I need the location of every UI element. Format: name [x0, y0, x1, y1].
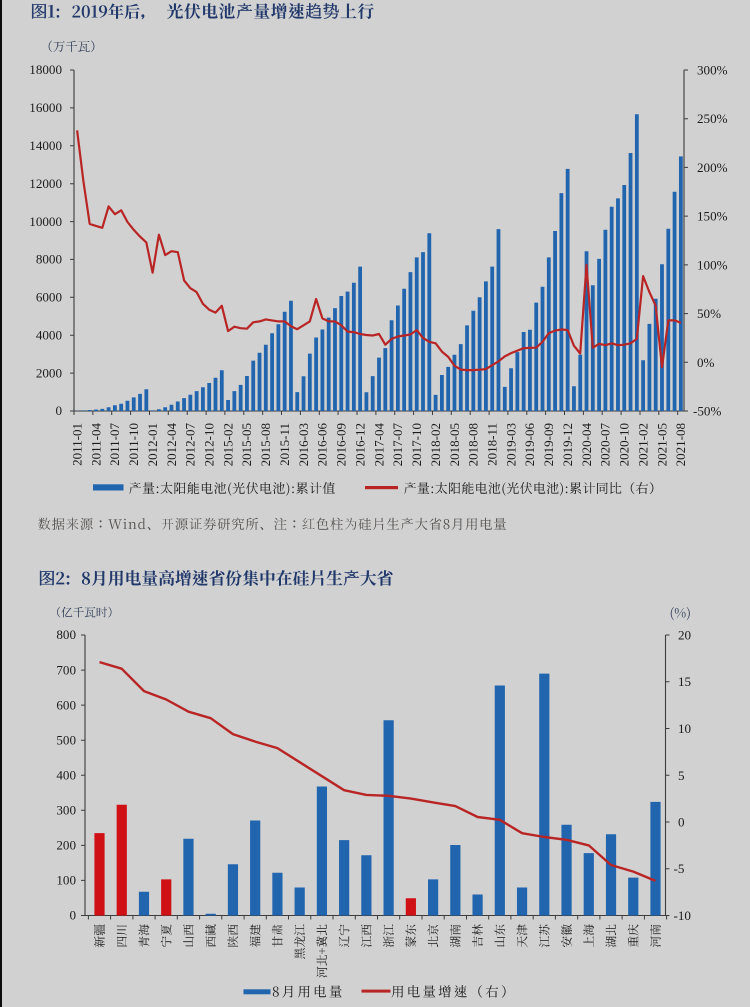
svg-text:2015-05: 2015-05 — [239, 423, 254, 466]
svg-text:2011-04: 2011-04 — [88, 423, 103, 466]
svg-text:0: 0 — [55, 403, 62, 418]
svg-text:5: 5 — [678, 768, 685, 783]
svg-text:14000: 14000 — [29, 138, 62, 153]
svg-text:0: 0 — [69, 908, 76, 923]
svg-text:2015-02: 2015-02 — [220, 423, 235, 466]
svg-text:-50%: -50% — [693, 404, 721, 419]
svg-text:2020-07: 2020-07 — [598, 423, 613, 467]
svg-text:2019-03: 2019-03 — [503, 423, 518, 466]
svg-text:250%: 250% — [697, 111, 728, 126]
svg-text:2019-12: 2019-12 — [560, 423, 575, 466]
svg-text:2012-07: 2012-07 — [183, 423, 198, 467]
svg-text:10000: 10000 — [29, 214, 62, 229]
svg-text:100%: 100% — [697, 257, 728, 272]
svg-text:10: 10 — [678, 721, 692, 736]
svg-text:2017-07: 2017-07 — [390, 423, 405, 467]
svg-text:2018-02: 2018-02 — [428, 423, 443, 466]
svg-text:4000: 4000 — [36, 327, 63, 342]
svg-text:2012-01: 2012-01 — [145, 423, 160, 466]
svg-text:800: 800 — [56, 627, 76, 642]
svg-text:12000: 12000 — [29, 176, 62, 191]
svg-text:700: 700 — [56, 662, 76, 677]
svg-text:50%: 50% — [697, 306, 721, 321]
svg-text:2021-08: 2021-08 — [673, 423, 688, 466]
svg-text:0%: 0% — [697, 355, 715, 370]
svg-text:2011-07: 2011-07 — [107, 423, 122, 466]
svg-text:2018-05: 2018-05 — [447, 423, 462, 466]
svg-text:300: 300 — [56, 803, 76, 818]
svg-text:2016-03: 2016-03 — [296, 423, 311, 466]
svg-text:200: 200 — [56, 838, 76, 853]
svg-text:2016-06: 2016-06 — [315, 423, 330, 467]
svg-text:2015-11: 2015-11 — [277, 423, 292, 466]
svg-text:0: 0 — [678, 815, 685, 830]
svg-text:16000: 16000 — [29, 100, 62, 115]
svg-text:2015-08: 2015-08 — [258, 423, 273, 466]
svg-text:150%: 150% — [697, 209, 728, 224]
svg-text:200%: 200% — [697, 160, 728, 175]
svg-text:6000: 6000 — [36, 290, 63, 305]
svg-text:-10: -10 — [674, 908, 692, 923]
svg-text:2000: 2000 — [36, 365, 63, 380]
svg-text:2012-10: 2012-10 — [202, 423, 217, 466]
svg-text:2021-02: 2021-02 — [635, 423, 650, 466]
svg-text:500: 500 — [56, 732, 76, 747]
svg-text:18000: 18000 — [29, 62, 62, 77]
svg-text:2017-10: 2017-10 — [409, 423, 424, 466]
svg-text:8000: 8000 — [36, 252, 63, 267]
svg-text:2020-04: 2020-04 — [579, 423, 594, 467]
svg-text:2017-04: 2017-04 — [371, 423, 386, 467]
svg-text:15: 15 — [678, 674, 692, 689]
svg-text:2016-09: 2016-09 — [334, 423, 349, 466]
svg-text:100: 100 — [56, 873, 76, 888]
svg-text:2021-05: 2021-05 — [654, 423, 669, 466]
svg-text:20: 20 — [678, 628, 692, 643]
svg-text:2019-06: 2019-06 — [522, 423, 537, 467]
svg-text:2018-08: 2018-08 — [466, 423, 481, 466]
svg-text:-5: -5 — [674, 861, 685, 876]
svg-text:2020-10: 2020-10 — [617, 423, 632, 466]
svg-text:400: 400 — [56, 768, 76, 783]
svg-text:2011-01: 2011-01 — [69, 423, 84, 466]
svg-text:300%: 300% — [697, 63, 728, 78]
svg-text:2018-11: 2018-11 — [485, 423, 500, 466]
svg-text:2016-12: 2016-12 — [352, 423, 367, 466]
svg-text:2012-04: 2012-04 — [164, 423, 179, 467]
svg-text:600: 600 — [56, 697, 76, 712]
svg-text:2011-10: 2011-10 — [126, 423, 141, 466]
svg-text:2019-09: 2019-09 — [541, 423, 556, 466]
